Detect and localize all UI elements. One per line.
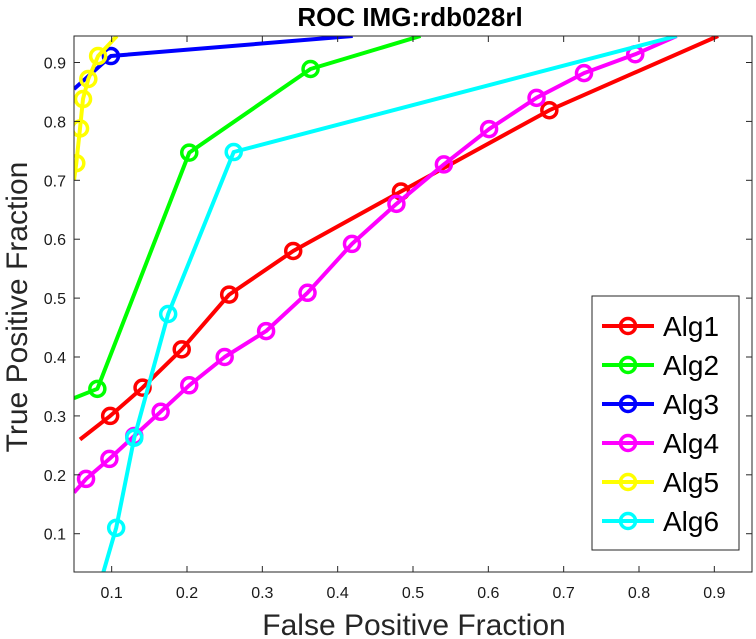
data-point-alg2 [88,379,107,399]
legend-label-alg5: Alg5 [663,467,719,498]
data-point-alg4 [527,88,546,108]
x-tick-label: 0.2 [176,585,198,602]
data-point-alg4 [574,63,594,83]
x-tick-label: 0.4 [327,585,349,602]
legend: Alg1 Alg2 Alg3 Alg4 Alg5 Alg6 [591,295,740,551]
x-tick-label: 0.3 [251,585,273,602]
y-tick-label: 0.8 [44,114,66,131]
y-tick-label: 0.5 [44,291,66,308]
series-line-alg3 [74,36,353,91]
data-point-alg4 [151,402,170,422]
data-point-alg5 [74,153,86,173]
legend-marker-alg5 [618,472,638,492]
data-point-alg6 [158,304,178,324]
data-point-alg5 [74,89,93,109]
data-point-alg5 [88,46,108,66]
data-point-alg1 [100,406,120,426]
data-point-alg4 [100,449,119,469]
x-tick-label: 0.7 [553,585,575,602]
data-point-alg4 [434,155,454,174]
y-tick-label: 0.1 [44,527,66,544]
y-tick-label: 0.2 [44,468,66,485]
x-axis-label: False Positive Fraction [262,609,565,639]
legend-label-alg6: Alg6 [663,506,719,537]
data-point-alg1 [219,285,239,304]
data-point-alg4 [256,321,276,341]
x-tick-label: 0.9 [703,585,725,602]
x-tick-label: 0.1 [101,585,123,602]
x-tick-label: 0.6 [477,585,499,602]
y-tick-label: 0.4 [44,350,66,367]
legend-marker-alg6 [618,511,638,531]
y-tick-label: 0.9 [44,56,66,73]
data-point-alg4 [298,283,317,303]
data-point-alg2 [301,59,320,79]
legend-marker-alg3 [618,394,638,414]
legend-label-alg2: Alg2 [663,350,719,381]
data-point-alg1 [540,100,559,120]
data-point-alg6 [224,142,243,162]
data-point-alg4 [180,376,199,395]
ticks-layer: 0.1 0.2 0.3 0.4 0.5 0.6 0.7 0.8 0.9 0.1 0.2 0.3 0.4 0… [44,36,752,602]
x-tick-label: 0.5 [402,585,424,602]
legend-label-alg3: Alg3 [663,389,719,420]
data-point-alg6 [125,428,144,447]
data-point-alg5 [74,119,90,138]
series-line-alg1 [78,36,719,442]
data-point-alg4 [76,469,96,489]
data-point-alg4 [387,194,406,214]
chart-title: ROC IMG:rdb028rl [297,2,522,32]
y-tick-label: 0.7 [44,173,66,190]
legend-marker-alg2 [618,355,638,375]
data-point-alg1 [172,340,191,359]
legend-marker-alg4 [618,433,638,453]
y-axis-label: True Positive Fraction [1,162,34,453]
legend-box [591,295,740,551]
data-point-alg6 [106,518,126,538]
legend-label-alg4: Alg4 [663,428,719,459]
plot-area-border [73,35,753,573]
data-point-alg4 [342,234,362,254]
data-point-alg4 [479,119,499,139]
x-tick-label: 0.8 [628,585,650,602]
series-line-alg5 [74,36,119,181]
legend-label-alg1: Alg1 [663,311,719,342]
y-tick-label: 0.6 [44,232,66,249]
data-point-alg5 [79,69,98,89]
data-point-alg3 [101,46,121,66]
data-point-alg2 [180,143,199,162]
series-line-alg4 [74,36,678,494]
legend-marker-alg1 [618,316,638,336]
data-point-alg1 [283,241,303,261]
data-point-alg4 [215,347,234,367]
series-layer [74,36,719,572]
y-tick-label: 0.3 [44,409,66,426]
